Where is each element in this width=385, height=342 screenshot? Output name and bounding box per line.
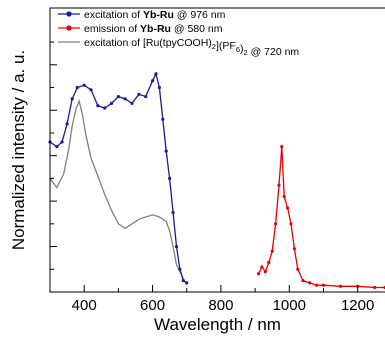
- series-0-point: [60, 140, 63, 143]
- series-0-point: [144, 95, 147, 98]
- series-0-point: [71, 97, 74, 100]
- series-1-point: [283, 195, 286, 198]
- legend: excitation of Yb-Ru @ 976 nm emission of …: [58, 9, 299, 58]
- series-0-point: [96, 104, 99, 107]
- series-1-point: [260, 265, 263, 268]
- series-1-point: [339, 285, 342, 288]
- series-0-point: [103, 106, 106, 109]
- series-0-point: [161, 118, 164, 121]
- series-0-point: [55, 145, 58, 148]
- series-0-point: [185, 281, 188, 284]
- legend-label-2: excitation of [Ru(tpyCOOH)2](PF6)2 @ 720…: [84, 37, 299, 58]
- x-tick-label: 1000: [273, 297, 306, 314]
- x-tick-label: 800: [208, 297, 233, 314]
- x-tick-label: 1200: [341, 297, 374, 314]
- series-0-point: [168, 177, 171, 180]
- legend-label-0: excitation of Yb-Ru @ 976 nm: [84, 9, 226, 21]
- legend-marker-1: [66, 25, 71, 30]
- series-1-point: [293, 247, 296, 250]
- series-0-point: [158, 86, 161, 89]
- series-0-point: [172, 211, 175, 214]
- series-0-point: [137, 93, 140, 96]
- series-1-point: [289, 222, 292, 225]
- x-axis-title: Wavelength / nm: [154, 315, 281, 334]
- series-0-point: [76, 86, 79, 89]
- series-1-point: [257, 272, 260, 275]
- series-1-point: [315, 284, 318, 287]
- series-1-point: [274, 222, 277, 225]
- series-0-point: [151, 79, 154, 82]
- series-0-point: [110, 102, 113, 105]
- series-1-point: [296, 268, 299, 271]
- series-1-point: [264, 270, 267, 273]
- series-1-point: [373, 286, 376, 289]
- series-1-point: [308, 281, 311, 284]
- series-1-line: [259, 147, 385, 288]
- series-0-point: [83, 84, 86, 87]
- series-0-line: [50, 74, 187, 283]
- series-0-point: [117, 95, 120, 98]
- series-layer: [48, 72, 385, 289]
- series-0-point: [154, 72, 157, 75]
- series-1-point: [301, 279, 304, 282]
- series-0-point: [175, 245, 178, 248]
- series-0-point: [130, 102, 133, 105]
- series-1-point: [280, 145, 283, 148]
- series-0-point: [182, 279, 185, 282]
- series-0-point: [124, 97, 127, 100]
- series-1-point: [267, 261, 270, 264]
- series-1-point: [286, 206, 289, 209]
- y-axis-title: Normalized intensity / a. u.: [9, 50, 28, 250]
- x-tick-label: 400: [72, 297, 97, 314]
- series-0-point: [89, 88, 92, 91]
- x-tick-label: 600: [140, 297, 165, 314]
- legend-marker-0: [66, 11, 71, 16]
- series-1-point: [271, 250, 274, 253]
- series-0-point: [178, 268, 181, 271]
- legend-label-1: emission of Yb-Ru @ 580 nm: [84, 23, 223, 35]
- series-0-point: [66, 122, 69, 125]
- series-1-point: [277, 184, 280, 187]
- series-1-point: [322, 284, 325, 287]
- series-0-point: [165, 150, 168, 153]
